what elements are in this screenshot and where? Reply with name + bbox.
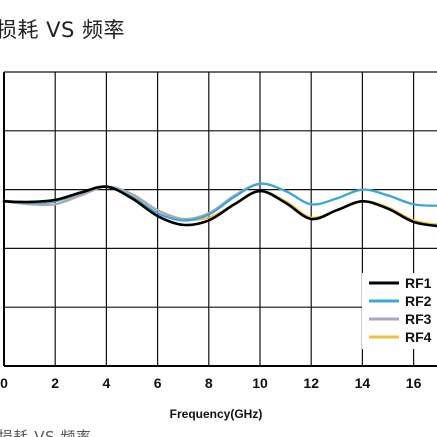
legend-label-rf4: RF4 [405, 329, 432, 345]
legend-label-rf3: RF3 [405, 311, 432, 327]
x-tick-label: 4 [103, 375, 111, 391]
series-line-rf1 [2, 185, 437, 228]
next-chart-title-partial: 损耗 VS 频率 [0, 428, 92, 437]
x-tick-label: 10 [252, 375, 268, 391]
legend-label-rf2: RF2 [405, 293, 432, 309]
x-tick-label: 6 [154, 375, 162, 391]
x-tick-label: 2 [51, 375, 59, 391]
x-tick-label: 8 [205, 375, 213, 391]
x-axis-label: Frequency(GHz) [170, 407, 263, 421]
x-tick-label: 0 [0, 375, 8, 391]
legend-label-rf1: RF1 [405, 275, 432, 291]
x-tick-label: 14 [355, 375, 371, 391]
x-tick-label: 12 [303, 375, 319, 391]
x-tick-label: 16 [406, 375, 422, 391]
chart-title: 损耗 VS 频率 [0, 18, 126, 42]
